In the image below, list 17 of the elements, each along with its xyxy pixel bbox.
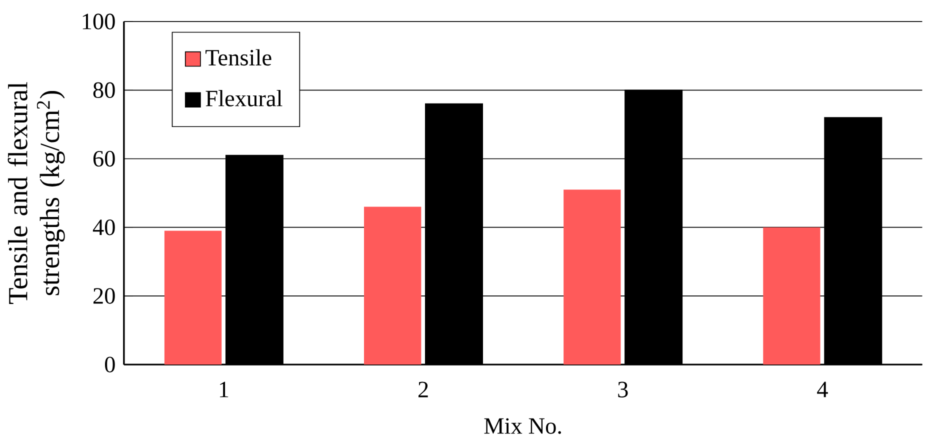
x-tick-label: 3 xyxy=(618,382,628,398)
bar xyxy=(763,227,820,365)
legend-label: Flexural xyxy=(206,90,282,107)
y-tick-label: 60 xyxy=(93,151,115,167)
bar xyxy=(564,190,621,365)
x-tick-label: 1 xyxy=(220,382,228,398)
x-axis-title: Mix No. xyxy=(484,418,561,434)
bar xyxy=(164,230,222,365)
y-tick-label: 40 xyxy=(92,220,115,236)
y-tick-label: 20 xyxy=(93,288,115,304)
x-tick-label: 4 xyxy=(817,382,828,398)
y-tick-label: 100 xyxy=(82,14,115,30)
legend-label: Tensile xyxy=(206,49,272,66)
y-tick-label: 80 xyxy=(93,82,115,98)
x-tick-label: 2 xyxy=(418,382,428,398)
bar xyxy=(364,206,422,365)
y-tick-label: 0 xyxy=(105,356,115,373)
